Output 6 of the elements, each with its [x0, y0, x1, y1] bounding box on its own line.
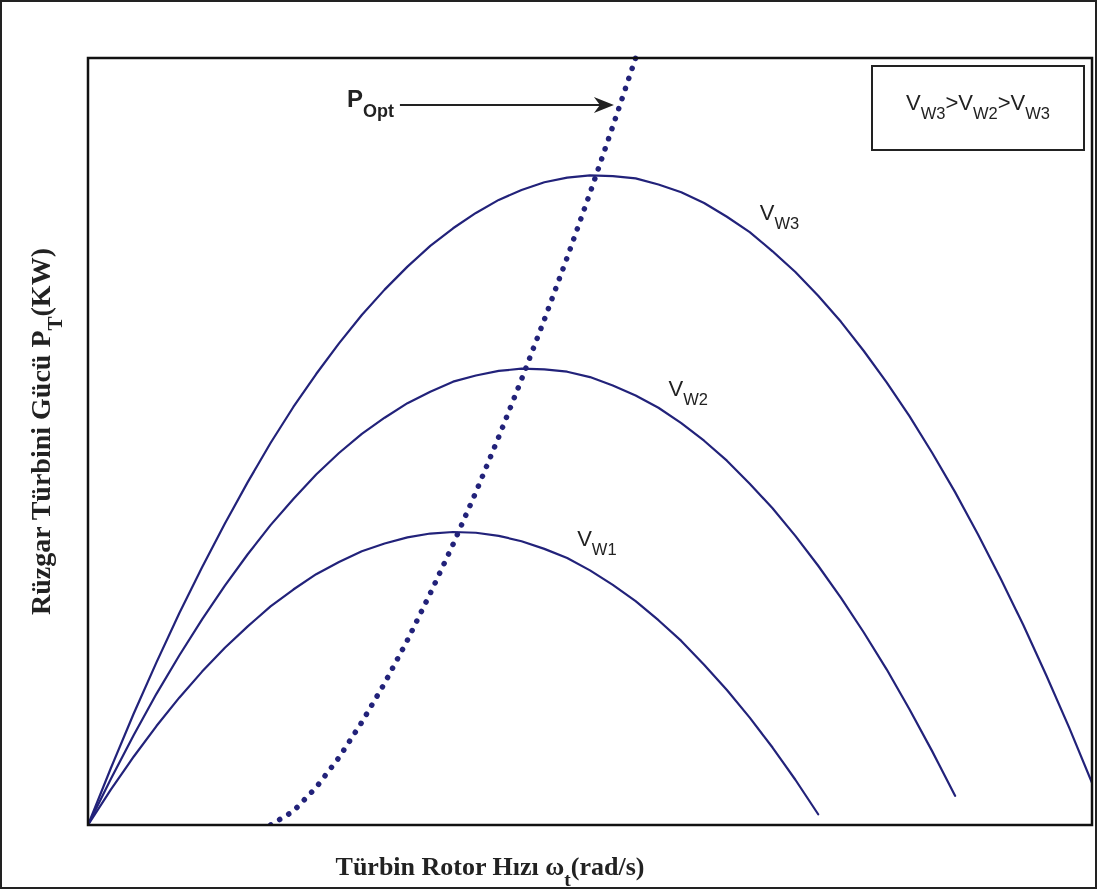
series-label: V$_{W1}$ [577, 526, 617, 559]
annotation: P$_{Opt}$ [346, 85, 394, 121]
annotation: V$_{W3}$>V$_{W2}$>V$_{W3}$ [906, 90, 1050, 122]
series-label: V$_{W2}$ [668, 375, 708, 408]
series-label: V$_{W3}$ [759, 200, 800, 233]
x-axis-title: Türbin Rotor Hızı ω$_{t}$(rad/s) [335, 852, 645, 889]
